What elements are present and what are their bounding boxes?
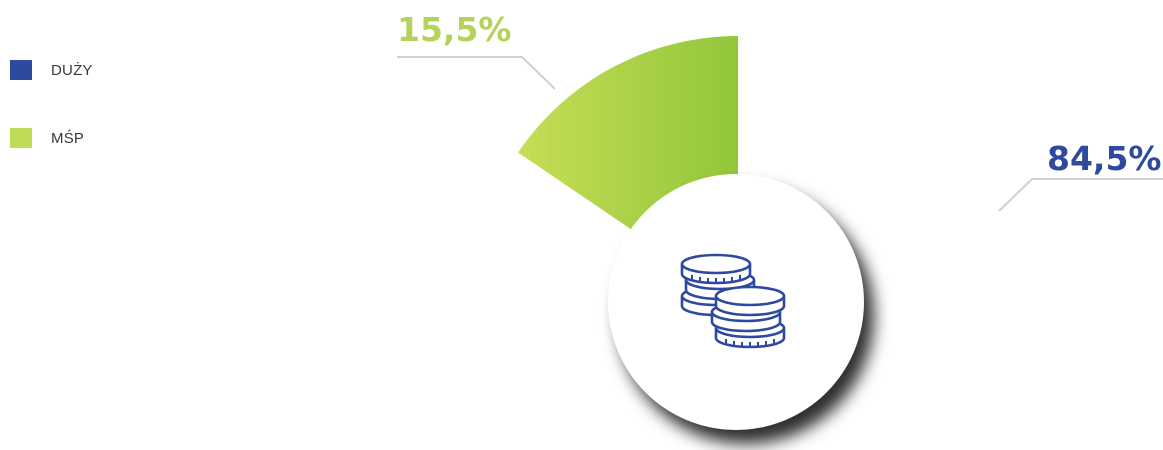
legend-item-msp: MŚP [10, 128, 84, 148]
legend-label-msp: MŚP [51, 129, 85, 147]
legend-swatch-duzy [10, 60, 32, 80]
leader-line-msp [397, 56, 556, 90]
legend-item-duzy: DUŻY [10, 60, 93, 80]
data-label-msp: 15,5% [397, 10, 512, 49]
legend-label-duzy: DUŻY [51, 61, 93, 79]
leader-line-duzy [998, 178, 1163, 212]
data-label-duzy: 84,5% [1047, 139, 1162, 178]
coins-icon [680, 253, 786, 349]
legend-swatch-msp [10, 128, 32, 148]
